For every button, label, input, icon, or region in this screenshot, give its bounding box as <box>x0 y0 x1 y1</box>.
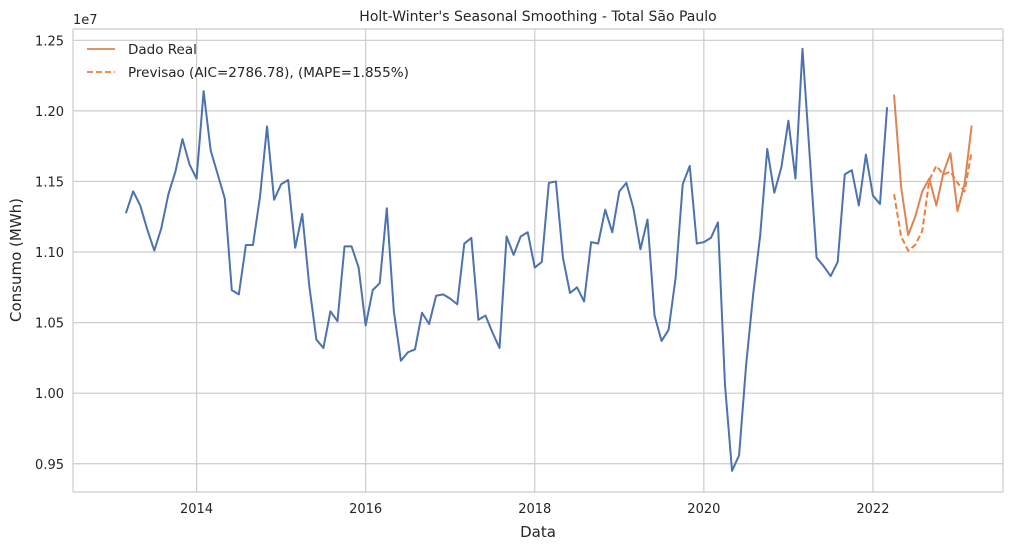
y-tick-label: 1.25 <box>35 34 64 49</box>
y-offset-label: 1e7 <box>73 13 98 28</box>
legend: Dado Real Previsao (AIC=2786.78), (MAPE=… <box>87 42 409 81</box>
series-line-previsao <box>893 151 973 252</box>
x-tick-label: 2018 <box>518 502 551 517</box>
x-tick-label: 2016 <box>349 502 382 517</box>
chart-title: Holt-Winter's Seasonal Smoothing - Total… <box>359 9 716 25</box>
grid <box>73 29 1003 492</box>
y-tick-label: 1.20 <box>35 105 64 120</box>
x-tick-labels: 2014 2016 2018 2020 2022 <box>180 502 889 517</box>
y-axis-label: Consumo (MWh) <box>7 198 25 322</box>
series-line-historico <box>125 47 889 472</box>
y-tick-label: 1.05 <box>35 317 64 332</box>
series-line-dado-real <box>893 94 973 237</box>
plot-area <box>73 29 1003 492</box>
y-tick-label: 1.10 <box>35 246 64 261</box>
x-axis-label: Data <box>520 523 556 541</box>
y-tick-label: 1.00 <box>35 387 64 402</box>
legend-label-previsao: Previsao (AIC=2786.78), (MAPE=1.855%) <box>128 65 409 81</box>
y-tick-labels: 0.95 1.00 1.05 1.10 1.15 1.20 1.25 <box>35 34 64 472</box>
y-tick-label: 1.15 <box>35 175 64 190</box>
x-tick-label: 2014 <box>180 502 213 517</box>
y-tick-label: 0.95 <box>35 458 64 473</box>
x-tick-label: 2020 <box>687 502 720 517</box>
plot-frame <box>72 28 1004 493</box>
legend-label-dado-real: Dado Real <box>128 42 197 58</box>
x-tick-label: 2022 <box>856 502 889 517</box>
series-layer <box>125 47 973 472</box>
